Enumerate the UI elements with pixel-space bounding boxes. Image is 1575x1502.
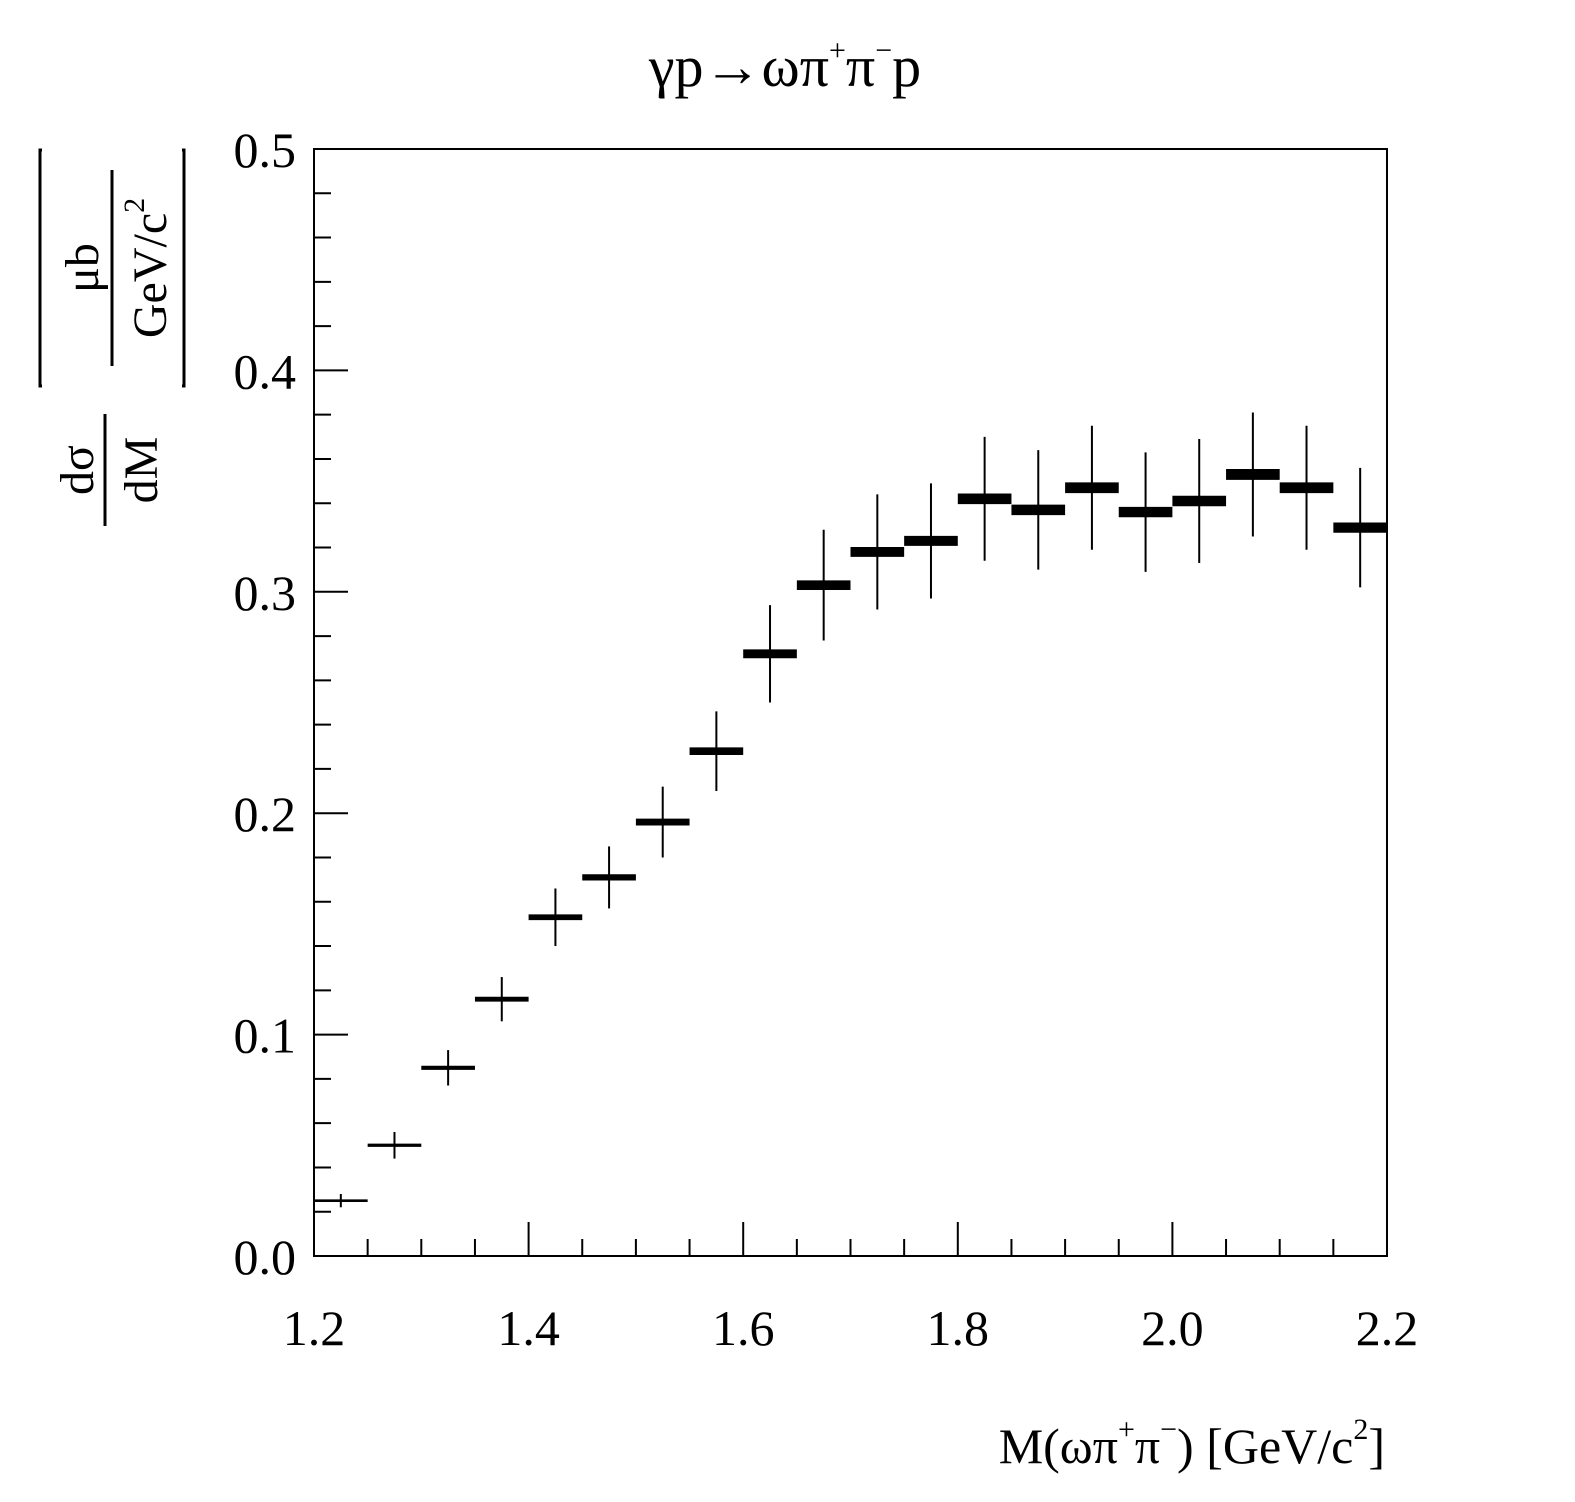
x-axis-ticks bbox=[313, 1222, 1388, 1256]
data-point bbox=[689, 711, 744, 792]
y-label-bracket-left bbox=[38, 148, 42, 388]
data-point bbox=[1279, 425, 1334, 550]
y-label-numerator: dσ bbox=[51, 445, 104, 495]
data-point bbox=[635, 786, 690, 858]
data-point bbox=[528, 888, 583, 947]
y-tick-label: 0.4 bbox=[234, 343, 297, 399]
data-point bbox=[582, 846, 636, 909]
y-tick-label: 0.2 bbox=[234, 786, 297, 842]
y-tick-label: 0.0 bbox=[234, 1229, 297, 1285]
data-point bbox=[904, 483, 958, 599]
plot-frame bbox=[313, 148, 1388, 1257]
data-point bbox=[1226, 412, 1280, 537]
data-point bbox=[1118, 452, 1173, 572]
x-tick-label: 1.6 bbox=[712, 1300, 775, 1356]
data-point bbox=[421, 1050, 475, 1086]
y-tick-label: 0.3 bbox=[234, 565, 297, 621]
y-label-denominator: dM bbox=[115, 437, 168, 504]
x-tick-label: 2.0 bbox=[1141, 1300, 1204, 1356]
data-point bbox=[474, 977, 529, 1022]
data-point bbox=[1011, 450, 1066, 570]
data-series bbox=[314, 412, 1387, 1208]
data-point bbox=[367, 1132, 422, 1159]
x-tick-label: 1.2 bbox=[283, 1300, 346, 1356]
data-point bbox=[796, 529, 851, 641]
data-point bbox=[1065, 425, 1119, 550]
data-point bbox=[743, 605, 797, 703]
x-tick-label: 1.8 bbox=[927, 1300, 990, 1356]
y-label-unit-numerator: μb bbox=[56, 243, 109, 293]
x-axis-label: M(ωπ+π−) [GeV/c2] bbox=[999, 1413, 1385, 1474]
y-tick-label: 0.5 bbox=[234, 122, 297, 178]
x-axis-tick-labels: 1.2 1.4 1.6 1.8 2.0 2.2 bbox=[283, 1300, 1419, 1356]
x-tick-label: 1.4 bbox=[497, 1300, 560, 1356]
y-label-bracket-right bbox=[182, 148, 186, 388]
data-point bbox=[314, 1194, 368, 1208]
chart-title: γp→ωπ+π−p bbox=[648, 34, 921, 99]
data-point bbox=[957, 436, 1012, 561]
x-tick-label: 2.2 bbox=[1356, 1300, 1419, 1356]
data-point bbox=[1172, 439, 1227, 564]
data-point bbox=[850, 494, 905, 610]
y-axis-ticks bbox=[314, 148, 348, 1257]
y-axis-label: dσ dM μb GeV/c2 bbox=[38, 148, 186, 526]
y-label-unit-denominator: GeV/c2 bbox=[118, 198, 177, 338]
y-axis-tick-labels: 0.0 0.1 0.2 0.3 0.4 0.5 bbox=[234, 122, 297, 1285]
data-point bbox=[1333, 467, 1387, 588]
y-tick-label: 0.1 bbox=[234, 1008, 297, 1064]
